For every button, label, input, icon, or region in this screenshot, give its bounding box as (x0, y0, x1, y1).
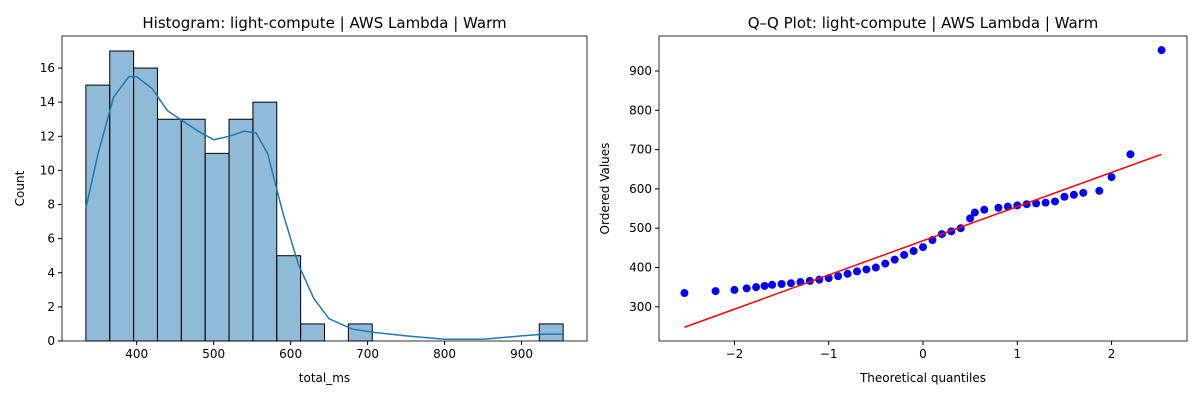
point (881, 260, 889, 268)
chart-title: Histogram: light-compute | AWS Lambda | … (142, 14, 506, 32)
point (1126, 150, 1134, 158)
x-tick-label: 400 (125, 347, 148, 361)
y-tick-label: 0 (47, 334, 55, 348)
bar (301, 324, 325, 341)
point (910, 247, 918, 255)
y-axis-label: Ordered Values (598, 143, 612, 235)
y-tick-label: 14 (40, 95, 55, 109)
point (834, 272, 842, 280)
x-tick-label: 600 (279, 347, 302, 361)
point (872, 264, 880, 272)
x-tick-label: 700 (356, 347, 379, 361)
x-axis-label: total_ms (299, 371, 350, 385)
x-tick-label: 1 (1013, 347, 1021, 361)
chart-title: Q–Q Plot: light-compute | AWS Lambda | W… (748, 14, 1099, 32)
bar (253, 102, 277, 341)
point (680, 289, 688, 297)
point (900, 251, 908, 259)
bar (157, 119, 181, 341)
bar (229, 119, 253, 341)
y-tick-label: 2 (47, 300, 55, 314)
point (1060, 193, 1068, 201)
point (994, 204, 1002, 212)
y-tick-label: 8 (47, 198, 55, 212)
bar (110, 51, 134, 341)
y-tick-label: 300 (629, 300, 652, 314)
point (743, 284, 751, 292)
point (778, 280, 786, 288)
point (752, 283, 760, 291)
y-tick-label: 16 (40, 61, 55, 75)
point (853, 267, 861, 275)
y-tick-label: 700 (629, 143, 652, 157)
point (761, 282, 769, 290)
axes-frame (659, 36, 1187, 341)
bar (205, 153, 229, 341)
point (919, 243, 927, 251)
point (891, 256, 899, 264)
bar (539, 324, 563, 341)
x-tick-label: −1 (820, 347, 838, 361)
y-tick-label: 500 (629, 221, 652, 235)
fit-line (684, 154, 1161, 327)
x-axis-label: Theoretical quantiles (859, 371, 986, 385)
bar (181, 119, 205, 341)
x-tick-label: 0 (919, 347, 927, 361)
y-tick-label: 400 (629, 261, 652, 275)
y-tick-label: 900 (629, 64, 652, 78)
point (1108, 173, 1116, 181)
point (768, 281, 776, 289)
point (862, 265, 870, 273)
x-tick-label: −2 (726, 347, 744, 361)
point (1095, 187, 1103, 195)
y-tick-label: 4 (47, 266, 55, 280)
point (1079, 189, 1087, 197)
bar (277, 256, 301, 341)
point (730, 286, 738, 294)
point (1070, 191, 1078, 199)
x-tick-label: 2 (1108, 347, 1116, 361)
point (971, 208, 979, 216)
point (712, 287, 720, 295)
y-tick-label: 600 (629, 182, 652, 196)
x-tick-label: 500 (202, 347, 225, 361)
bar (134, 68, 158, 341)
point (844, 270, 852, 278)
y-axis-label: Count (13, 170, 27, 206)
point (1051, 197, 1059, 205)
y-tick-label: 10 (40, 163, 55, 177)
y-tick-label: 6 (47, 232, 55, 246)
y-tick-label: 12 (40, 129, 55, 143)
bar (348, 324, 372, 341)
point (1158, 46, 1166, 54)
point (1042, 199, 1050, 207)
point (787, 279, 795, 287)
x-tick-label: 800 (433, 347, 456, 361)
x-tick-label: 900 (510, 347, 533, 361)
y-tick-label: 800 (629, 103, 652, 117)
point (980, 206, 988, 214)
